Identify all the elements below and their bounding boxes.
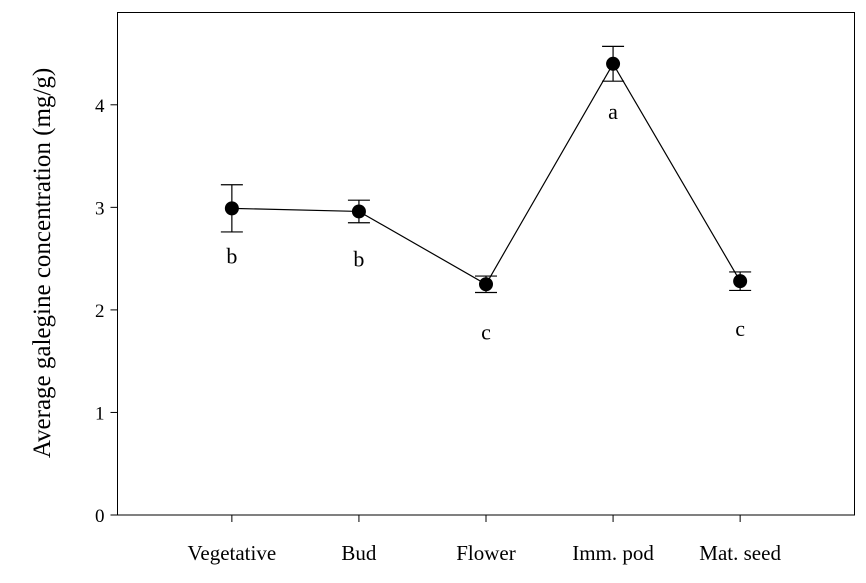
x-tick-label: Imm. pod xyxy=(572,541,654,565)
annotation: c xyxy=(735,316,745,341)
y-axis-label: Average galegine concentration (mg/g) xyxy=(29,68,56,458)
x-tick-label: Vegetative xyxy=(188,541,277,565)
marker xyxy=(224,201,239,216)
series-line xyxy=(231,62,741,286)
annotation: b xyxy=(226,243,237,268)
annotation: b xyxy=(353,246,364,271)
y-tick-label: 3 xyxy=(95,198,105,219)
x-tick-label: Flower xyxy=(456,541,516,565)
x-tick-label: Mat. seed xyxy=(699,541,781,565)
marker xyxy=(733,274,748,289)
annotation: c xyxy=(481,319,491,344)
y-tick-label: 1 xyxy=(95,403,105,424)
marker xyxy=(351,204,366,219)
y-tick-label: 4 xyxy=(95,96,105,117)
marker xyxy=(606,56,621,71)
x-tick-label: Bud xyxy=(341,541,377,565)
marker xyxy=(479,277,493,292)
y-tick-label: 2 xyxy=(95,301,105,322)
annotation: a xyxy=(608,99,618,124)
y-tick-label: 0 xyxy=(95,506,105,527)
